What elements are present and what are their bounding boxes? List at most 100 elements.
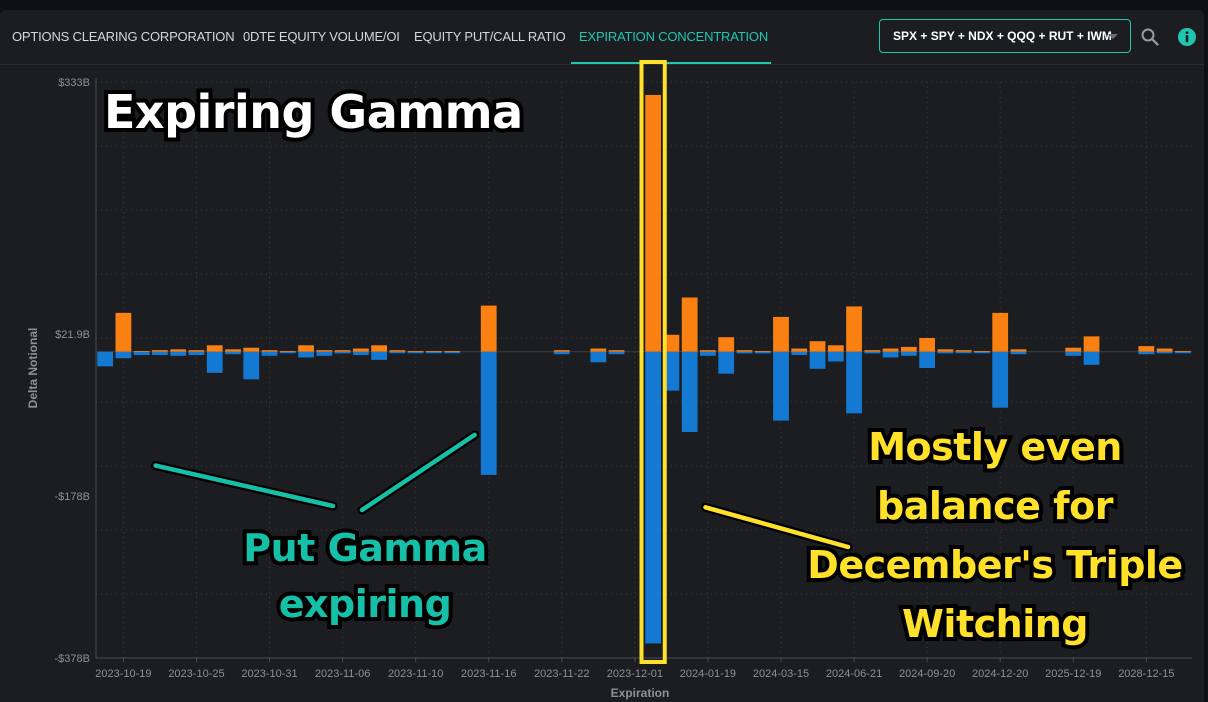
call-bar xyxy=(316,350,333,352)
tab-equity-put-call-ratio[interactable]: EQUITY PUT/CALL RATIO xyxy=(414,29,566,44)
call-bar xyxy=(773,316,789,352)
call-bar xyxy=(590,348,607,352)
put-bar xyxy=(827,351,844,362)
put-bar xyxy=(1138,351,1155,355)
put-bar xyxy=(115,351,132,359)
put-bar xyxy=(225,351,241,355)
call-bar xyxy=(827,345,844,352)
put-bar xyxy=(645,351,662,644)
put-bar xyxy=(919,351,936,368)
call-bar xyxy=(170,349,187,352)
x-tick-label: 2023-10-31 xyxy=(241,668,297,680)
call-bar xyxy=(864,350,881,352)
put-bar xyxy=(1010,351,1027,355)
witching-callout-line-2: balance for xyxy=(873,480,1117,532)
put-bar xyxy=(992,351,1009,408)
put-bar xyxy=(864,351,881,354)
put-bar xyxy=(681,351,698,432)
call-bar xyxy=(809,341,826,352)
put-bar xyxy=(188,351,205,356)
witching-callout-line-1: Mostly even xyxy=(864,421,1126,473)
call-bar xyxy=(1083,336,1100,352)
put-bar xyxy=(243,351,260,380)
call-bar xyxy=(243,347,260,352)
tab-expiration-concentration[interactable]: EXPIRATION CONCENTRATION xyxy=(571,10,771,64)
put-bar xyxy=(700,351,716,356)
call-bar xyxy=(645,94,662,352)
call-bar xyxy=(663,334,680,352)
put-bar xyxy=(955,351,972,354)
call-bar xyxy=(846,306,862,352)
call-bar xyxy=(133,350,150,353)
put-bar xyxy=(754,351,771,354)
put-bar xyxy=(279,351,296,354)
index-selector-value: SPX + SPY + NDX + QQQ + RUT + IWM xyxy=(893,29,1112,43)
call-bar xyxy=(1138,346,1155,352)
y-tick-label: $333B xyxy=(58,77,90,89)
put-bar xyxy=(444,351,461,354)
call-bar xyxy=(937,349,954,352)
call-bar xyxy=(279,350,296,353)
put-bar xyxy=(133,351,150,356)
index-selector[interactable]: SPX + SPY + NDX + QQQ + RUT + IWM xyxy=(879,19,1131,53)
witching-callout-line-3: December's Triple xyxy=(803,539,1187,591)
call-bar xyxy=(1065,347,1082,352)
put-bar xyxy=(937,351,954,354)
call-bar xyxy=(974,350,990,353)
put-bar xyxy=(371,351,388,360)
call-bar xyxy=(992,312,1009,352)
put-bar xyxy=(809,351,826,369)
info-icon[interactable] xyxy=(1177,27,1197,47)
call-bar xyxy=(1174,350,1191,353)
x-tick-label: 2023-11-10 xyxy=(388,668,443,680)
y-axis-title: Delta Notional xyxy=(26,328,40,409)
put-bar xyxy=(261,351,278,356)
call-bar xyxy=(608,350,625,352)
annotation-title: Expiring Gamma xyxy=(100,81,527,143)
put-bar xyxy=(718,351,735,374)
call-bar xyxy=(681,297,698,352)
tab-bar: OPTIONS CLEARING CORPORATION 0DTE EQUITY… xyxy=(0,10,1204,65)
put-bar xyxy=(480,351,497,475)
put-bar xyxy=(663,351,680,391)
put-bar xyxy=(1065,351,1082,356)
put-bar xyxy=(608,351,625,355)
put-bar xyxy=(152,351,168,356)
x-tick-label: 2024-03-15 xyxy=(753,668,809,680)
x-tick-label: 2023-12-01 xyxy=(607,668,663,680)
tab-0dte-equity-volume-oi[interactable]: 0DTE EQUITY VOLUME/OI xyxy=(243,29,400,44)
x-tick-label: 2023-11-22 xyxy=(534,668,589,680)
call-bar xyxy=(736,350,753,352)
call-bar xyxy=(919,338,936,352)
call-bar xyxy=(480,305,497,352)
call-bar xyxy=(407,350,424,353)
triple-witching-arrow xyxy=(700,502,853,552)
call-bar xyxy=(152,350,168,352)
x-tick-label: 2025-12-19 xyxy=(1045,668,1101,680)
call-bar xyxy=(115,312,132,352)
put-bar xyxy=(773,351,789,421)
call-bar xyxy=(1010,349,1027,352)
call-bar xyxy=(754,350,771,353)
call-bar xyxy=(334,350,351,352)
y-tick-label: -$378B xyxy=(55,653,90,665)
y-tick-label: $21.9B xyxy=(55,329,90,341)
put-bar xyxy=(553,351,570,355)
put-bar xyxy=(900,351,917,356)
x-tick-label: 2024-06-21 xyxy=(826,668,882,680)
call-bar xyxy=(352,348,369,352)
put-bar xyxy=(334,351,351,354)
tab-options-clearing-corporation[interactable]: OPTIONS CLEARING CORPORATION xyxy=(12,29,235,44)
call-bar xyxy=(791,348,808,352)
triple-witching-highlight-box xyxy=(639,60,667,664)
put-bar xyxy=(170,351,187,356)
call-bar xyxy=(426,350,442,353)
call-bar xyxy=(718,337,735,352)
put-bar xyxy=(882,351,899,358)
search-icon[interactable] xyxy=(1140,27,1160,47)
put-bar xyxy=(206,351,223,373)
put-bar xyxy=(426,351,442,354)
call-bar xyxy=(553,350,570,352)
y-tick-label: -$178B xyxy=(55,491,90,503)
